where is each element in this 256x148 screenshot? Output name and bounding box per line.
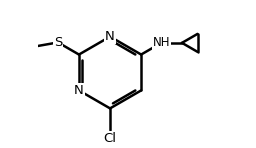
Text: Cl: Cl [104,132,116,145]
Text: N: N [105,30,115,43]
Text: N: N [74,84,84,97]
Text: NH: NH [153,36,170,49]
Text: S: S [54,36,62,49]
